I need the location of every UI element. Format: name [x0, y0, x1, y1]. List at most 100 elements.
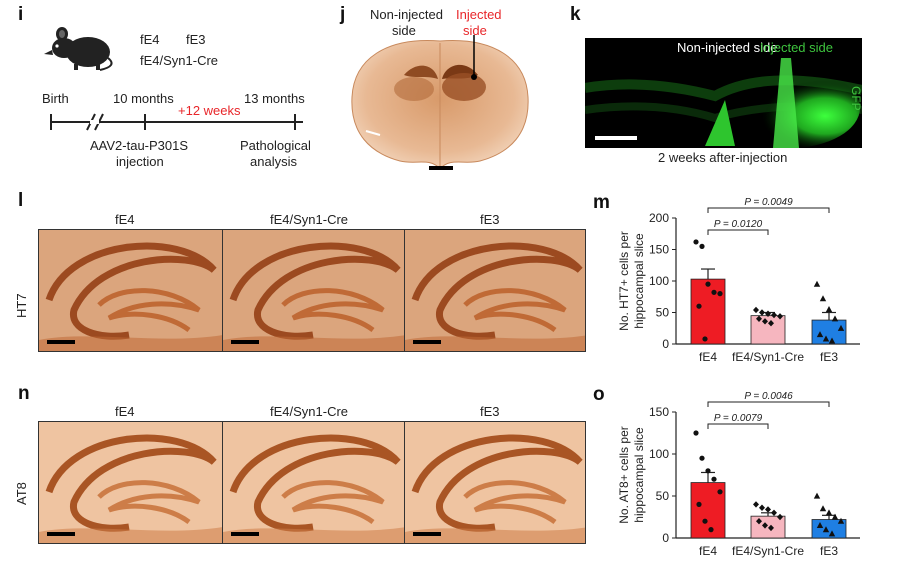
- y-axis-label-2: hippocampal slice: [632, 427, 646, 523]
- k-gfp-label: GFP: [849, 86, 863, 111]
- p-value-label: P = 0.0120: [714, 219, 763, 230]
- data-point: [699, 243, 705, 249]
- category-label: fE4: [699, 544, 717, 558]
- l-col-fE4-syn1cre: fE4/Syn1-Cre: [270, 212, 349, 227]
- k-noninjected-label: Non-injected side: [677, 40, 777, 55]
- gfp-image: Non-injected side Injected side: [585, 38, 862, 148]
- panel-label-j: j: [340, 4, 346, 25]
- data-point: [837, 324, 845, 331]
- n-col-fE3: fE3: [480, 404, 500, 419]
- data-point: [831, 513, 839, 520]
- data-point: [822, 526, 830, 533]
- category-label: fE4: [699, 350, 717, 364]
- data-point: [822, 335, 830, 342]
- data-point: [693, 430, 699, 436]
- hippocampus-image-l-3: [404, 229, 586, 352]
- p-value-label: P = 0.0046: [744, 391, 793, 402]
- scale-bar: [47, 340, 75, 344]
- data-point: [819, 295, 827, 302]
- chart-o-at8: 0 50 100 150 No. AT8+ cells per hippocampal s…: [617, 391, 860, 558]
- scale-bar: [231, 340, 259, 344]
- data-point: [825, 305, 833, 312]
- k-injected-label: Injected side: [760, 40, 833, 55]
- y-tick-label: 200: [649, 211, 669, 225]
- data-point: [693, 239, 699, 245]
- data-point: [756, 315, 762, 322]
- p-value-label: P = 0.0049: [744, 197, 793, 208]
- data-point: [702, 518, 708, 524]
- data-point: [762, 318, 768, 325]
- chart-m-ht7: 0 50 100 150 200 No. HT7+ cells per hippocampa…: [617, 197, 860, 364]
- analysis-label-2: analysis: [250, 154, 297, 169]
- genotype-fE4-syn1cre: fE4/Syn1-Cre: [140, 53, 219, 68]
- data-point: [765, 506, 771, 513]
- y-axis-label-1: No. HT7+ cells per: [617, 231, 631, 331]
- data-point: [825, 509, 833, 516]
- panel-label-i: i: [18, 4, 24, 25]
- timeline-plus-12-weeks: +12 weeks: [178, 103, 241, 118]
- data-point: [828, 337, 836, 344]
- genotype-fE3: fE3: [186, 32, 206, 47]
- y-tick-label: 150: [649, 243, 669, 257]
- p-bracket: [707, 401, 830, 407]
- j-injected-2: side: [463, 23, 487, 38]
- hippocampus-image-n-1: [38, 421, 224, 544]
- scale-bar: [413, 340, 441, 344]
- brain-coronal-section: [351, 35, 529, 170]
- k-caption: 2 weeks after-injection: [658, 150, 788, 165]
- panel-label-o: o: [593, 384, 605, 405]
- data-point: [696, 303, 702, 309]
- hippocampus-image-l-1: [38, 229, 224, 352]
- data-point: [831, 315, 839, 322]
- p-bracket: [707, 207, 830, 213]
- scale-bar: [47, 532, 75, 536]
- category-label: fE4/Syn1-Cre: [732, 544, 804, 558]
- scale-bar: [231, 532, 259, 536]
- j-injected-1: Injected: [456, 7, 502, 22]
- y-axis-label-2: hippocampal slice: [632, 233, 646, 329]
- category-label: fE3: [820, 350, 838, 364]
- p-bracket: [707, 229, 769, 235]
- data-point: [711, 476, 717, 482]
- data-point: [711, 289, 717, 295]
- l-col-fE3: fE3: [480, 212, 500, 227]
- n-row-label-at8: AT8: [14, 482, 29, 505]
- y-tick-label: 0: [662, 337, 669, 351]
- data-point: [828, 530, 836, 537]
- data-point: [768, 320, 774, 327]
- data-point: [753, 501, 759, 508]
- data-point: [705, 281, 711, 287]
- panel-label-m: m: [593, 192, 610, 213]
- data-point: [753, 306, 759, 314]
- data-point: [759, 309, 765, 316]
- timeline-axis: [50, 113, 303, 131]
- data-point: [777, 513, 783, 521]
- timeline-10-months: 10 months: [113, 91, 174, 106]
- timeline-13-months: 13 months: [244, 91, 305, 106]
- data-point: [771, 311, 777, 319]
- y-tick-label: 0: [662, 531, 669, 545]
- y-axis-label-1: No. AT8+ cells per: [617, 426, 631, 524]
- bar-1: [690, 278, 726, 345]
- y-tick-label: 50: [656, 489, 670, 503]
- data-point: [819, 505, 827, 512]
- injection-label-2: injection: [116, 154, 164, 169]
- y-tick-label: 100: [649, 274, 669, 288]
- p-bracket: [707, 423, 769, 429]
- j-noninjected-1: Non-injected: [370, 7, 443, 22]
- p-value-label: P = 0.0079: [714, 413, 763, 424]
- data-point: [837, 517, 845, 524]
- y-tick-label: 100: [649, 447, 669, 461]
- timeline-birth: Birth: [42, 91, 69, 106]
- data-point: [777, 313, 783, 320]
- l-col-fE4: fE4: [115, 212, 135, 227]
- category-label: fE3: [820, 544, 838, 558]
- data-point: [771, 509, 777, 516]
- data-point: [816, 522, 824, 528]
- hippocampus-image-l-2: [222, 229, 406, 352]
- data-point: [765, 310, 771, 317]
- data-point: [702, 336, 708, 342]
- data-point: [816, 331, 824, 338]
- data-point: [813, 280, 821, 287]
- data-point: [759, 504, 765, 511]
